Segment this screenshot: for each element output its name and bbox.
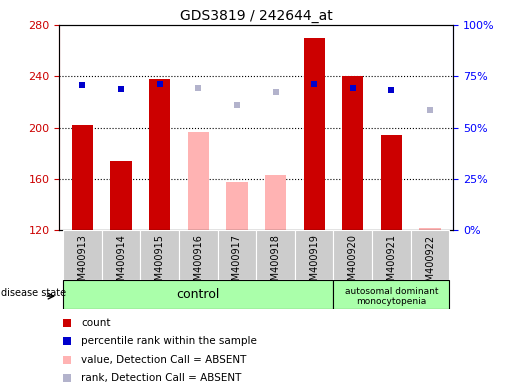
Text: GSM400919: GSM400919 <box>309 234 319 293</box>
Bar <box>187 132 209 230</box>
Text: GSM400914: GSM400914 <box>116 234 126 293</box>
Text: rank, Detection Call = ABSENT: rank, Detection Call = ABSENT <box>81 373 241 383</box>
Text: control: control <box>177 288 220 301</box>
Bar <box>334 230 372 280</box>
Text: GSM400913: GSM400913 <box>77 234 88 293</box>
Text: GSM400918: GSM400918 <box>270 234 281 293</box>
Bar <box>256 230 295 280</box>
Bar <box>419 228 441 230</box>
Text: GSM400917: GSM400917 <box>232 234 242 293</box>
Text: GSM400921: GSM400921 <box>386 234 397 293</box>
Bar <box>110 161 132 230</box>
Text: autosomal dominant: autosomal dominant <box>345 287 438 296</box>
Text: GSM400920: GSM400920 <box>348 234 358 293</box>
Text: GSM400915: GSM400915 <box>154 234 165 293</box>
Bar <box>226 182 248 230</box>
Bar <box>102 230 140 280</box>
Text: disease state: disease state <box>1 288 66 298</box>
Bar <box>149 79 170 230</box>
Bar <box>217 230 256 280</box>
Bar <box>265 175 286 230</box>
Text: monocytopenia: monocytopenia <box>356 298 426 306</box>
Bar <box>140 230 179 280</box>
Bar <box>342 76 364 230</box>
Bar <box>372 230 410 280</box>
Text: GSM400922: GSM400922 <box>425 234 435 293</box>
Text: GSM400916: GSM400916 <box>193 234 203 293</box>
Bar <box>72 125 93 230</box>
Title: GDS3819 / 242644_at: GDS3819 / 242644_at <box>180 8 333 23</box>
Bar <box>179 230 217 280</box>
Bar <box>63 230 102 280</box>
Bar <box>303 38 325 230</box>
Bar <box>410 230 449 280</box>
Bar <box>63 280 334 309</box>
Bar <box>381 136 402 230</box>
Text: value, Detection Call = ABSENT: value, Detection Call = ABSENT <box>81 355 246 365</box>
Bar <box>334 280 449 309</box>
Bar <box>295 230 334 280</box>
Text: count: count <box>81 318 110 328</box>
Text: percentile rank within the sample: percentile rank within the sample <box>81 336 257 346</box>
